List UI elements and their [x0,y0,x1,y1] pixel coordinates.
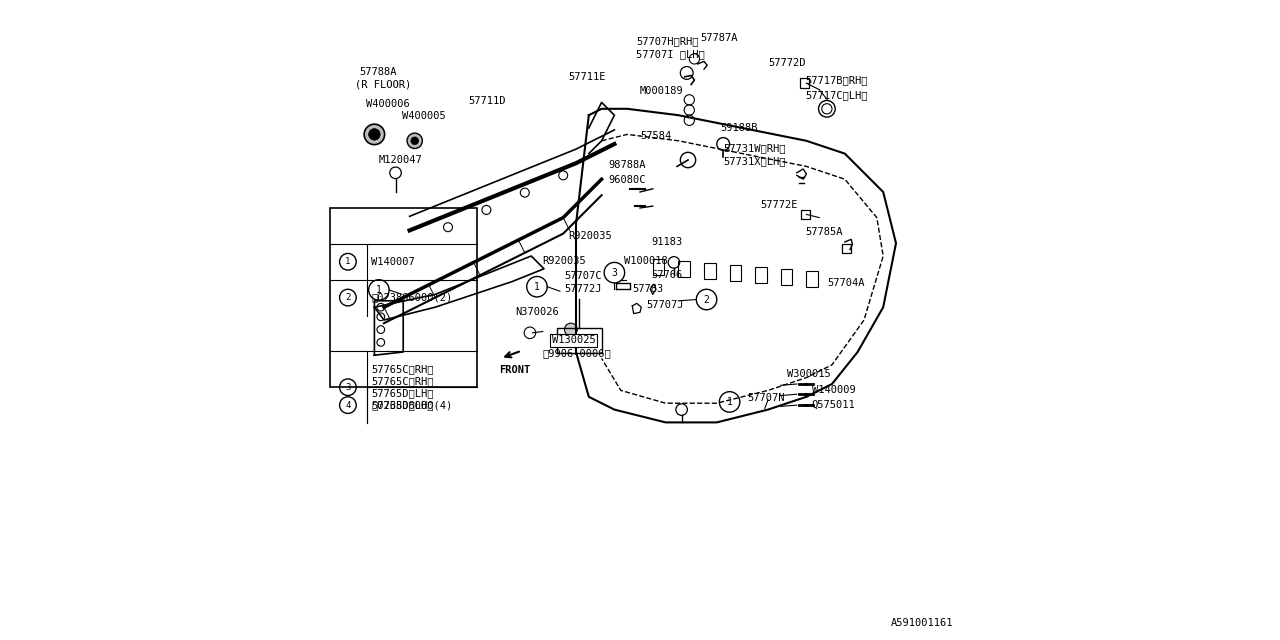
Text: 2: 2 [704,294,709,305]
Text: ⓓ023808000(4): ⓓ023808000(4) [371,400,453,410]
Text: 57731X〈LH〉: 57731X〈LH〉 [723,156,786,166]
Text: 57707C: 57707C [564,271,602,282]
Text: 57772E: 57772E [760,200,797,210]
Text: 57766: 57766 [652,270,682,280]
Text: 98788A: 98788A [608,160,645,170]
Text: 57772D: 57772D [768,58,805,68]
Text: 57785A: 57785A [805,227,842,237]
Text: 57765D〈LH〉: 57765D〈LH〉 [371,400,434,410]
Text: W400005: W400005 [402,111,445,122]
Text: 57584: 57584 [640,131,671,141]
Text: W400006: W400006 [366,99,410,109]
Text: 57731W〈RH〉: 57731W〈RH〉 [723,143,786,154]
Circle shape [369,129,380,140]
Text: 57765C〈RH〉
57765D〈LH〉: 57765C〈RH〉 57765D〈LH〉 [371,376,434,398]
Text: 1: 1 [346,257,351,266]
Text: 57711D: 57711D [468,96,506,106]
Text: 2: 2 [346,293,351,302]
Text: 3: 3 [346,383,351,392]
Text: 57711E: 57711E [568,72,605,82]
Text: 57765C〈RH〉: 57765C〈RH〉 [371,364,434,374]
Circle shape [564,323,577,336]
Text: 57704A: 57704A [827,278,864,288]
Text: 57717C〈LH〉: 57717C〈LH〉 [805,90,868,100]
Text: 57788A: 57788A [360,67,397,77]
Text: 57787A: 57787A [701,33,739,44]
Text: 57707J: 57707J [646,300,684,310]
Text: N370026: N370026 [516,307,559,317]
Text: W300015: W300015 [787,369,831,380]
Text: (R FLOOR): (R FLOOR) [356,79,411,90]
Text: 〉9906-0006〉: 〉9906-0006〉 [543,348,612,358]
Text: M000189: M000189 [640,86,684,96]
Text: 91183: 91183 [652,237,682,247]
Text: 1: 1 [376,285,381,295]
Text: W100018: W100018 [625,256,668,266]
Text: 57772J: 57772J [564,284,602,294]
Text: 59188B: 59188B [719,123,758,133]
Text: 96080C: 96080C [608,175,645,186]
Text: M120047: M120047 [379,155,422,165]
Text: R920035: R920035 [568,230,612,241]
Circle shape [411,137,419,145]
Text: 57707I 〈LH〉: 57707I 〈LH〉 [636,49,705,60]
Text: W140009: W140009 [812,385,855,396]
Circle shape [364,124,384,145]
Text: 57707H〈RH〉: 57707H〈RH〉 [636,36,699,47]
Text: FRONT: FRONT [499,365,531,375]
Text: A591001161: A591001161 [891,618,954,628]
Text: ⓓ023806000(2): ⓓ023806000(2) [371,292,453,303]
Text: Q575011: Q575011 [812,399,855,410]
Text: 4: 4 [346,401,351,410]
Text: 1: 1 [534,282,540,292]
Text: W140007: W140007 [371,257,415,267]
Text: 57783: 57783 [632,284,663,294]
Text: 1: 1 [727,397,732,407]
Text: 3: 3 [612,268,617,278]
Text: R920035: R920035 [543,256,586,266]
Text: 57707N: 57707N [748,393,785,403]
Text: 57717B〈RH〉: 57717B〈RH〉 [805,75,868,85]
Circle shape [407,133,422,148]
Text: W130025: W130025 [552,335,595,346]
